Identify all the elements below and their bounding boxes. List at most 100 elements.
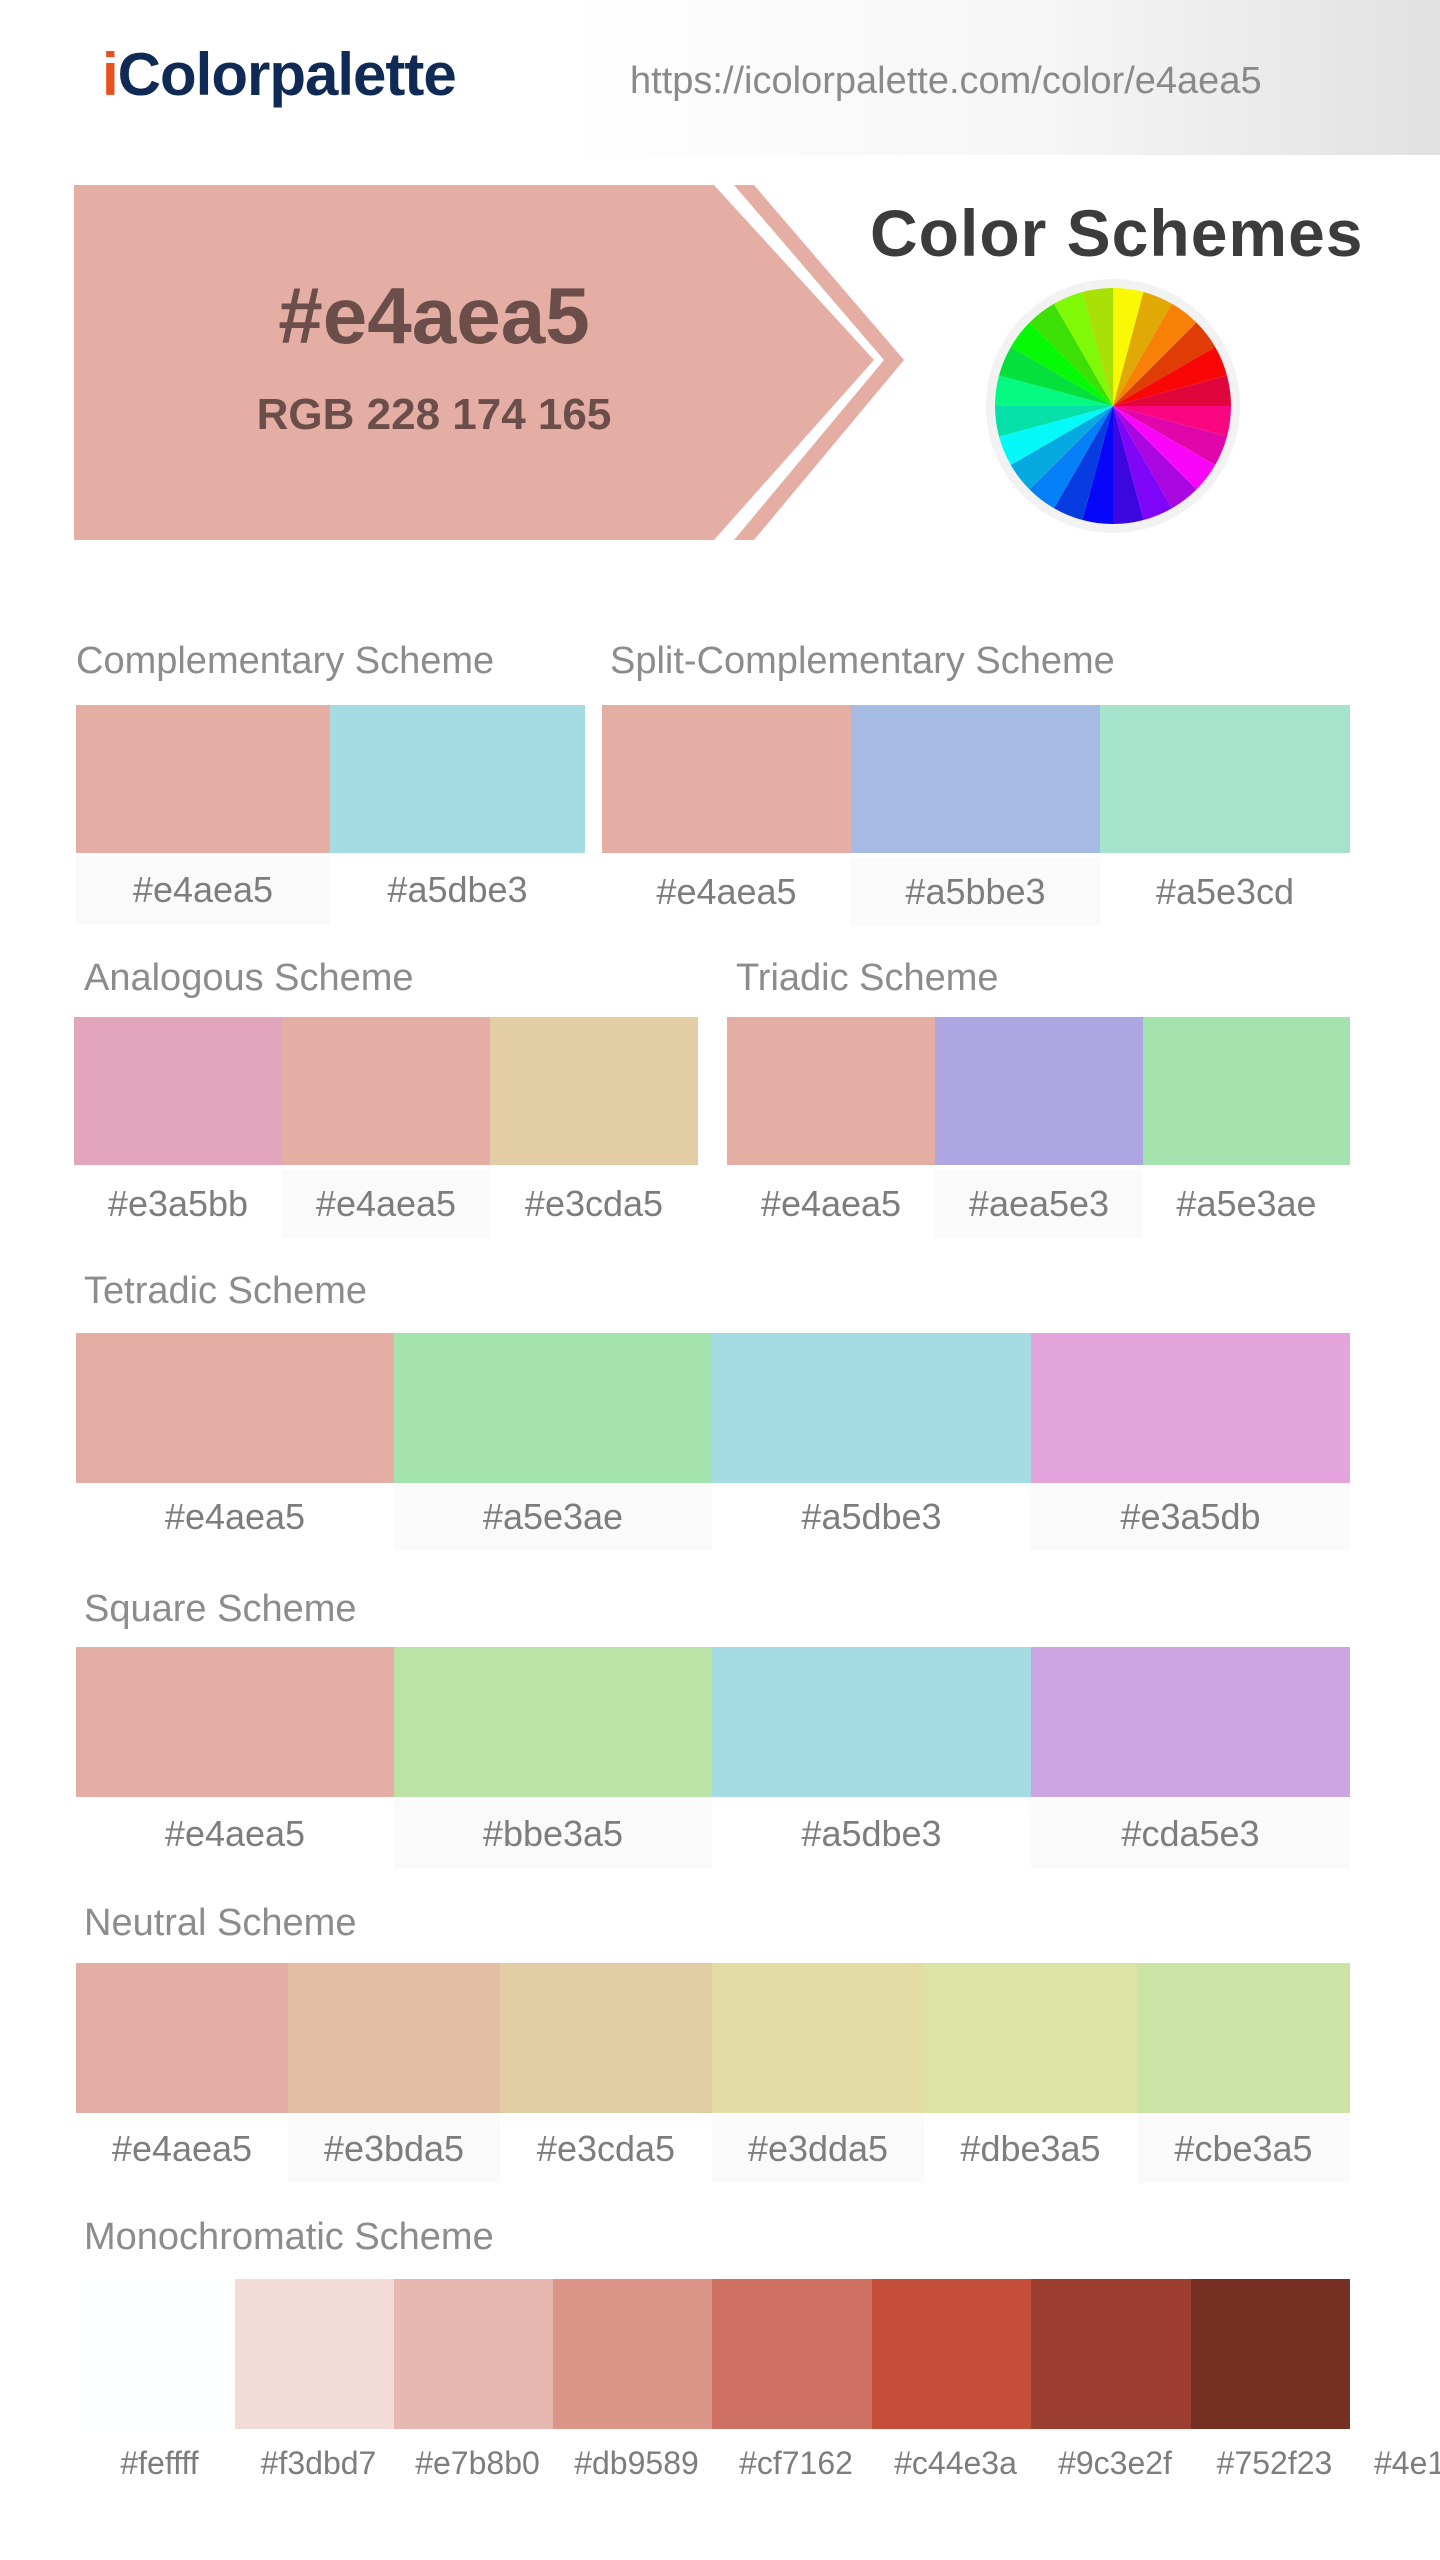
tetradic-code-4: #e3a5db xyxy=(1031,1483,1350,1551)
color-wheel-slice xyxy=(1113,303,1197,406)
neutral-code-1: #e4aea5 xyxy=(111,2128,253,2169)
mono-code-6: #c44e3a xyxy=(894,2445,1017,2481)
tetradic-swatch-1[interactable] xyxy=(76,1333,394,1483)
mono-swatch-2[interactable] xyxy=(235,2279,394,2429)
triadic-code-3: #a5e3ae xyxy=(1176,1183,1317,1224)
color-wheel-slice xyxy=(1113,406,1216,490)
color-wheel-slice xyxy=(1082,406,1113,524)
triadic-swatch-3[interactable] xyxy=(1143,1017,1350,1165)
analogous-title: Analogous Scheme xyxy=(84,957,414,999)
color-wheel-slice xyxy=(1113,406,1172,520)
color-wheel-slice xyxy=(1113,406,1231,437)
color-wheel-slice xyxy=(1113,288,1144,406)
analogous-code-1: #e3a5bb xyxy=(107,1183,249,1224)
analogous-code-3: #e3cda5 xyxy=(524,1183,664,1224)
mono-swatch-4[interactable] xyxy=(553,2279,712,2429)
mono-code-3: #e7b8b0 xyxy=(415,2445,540,2481)
mono-code-8: #752f23 xyxy=(1216,2445,1333,2481)
logo-text: Colorpalette xyxy=(117,41,457,108)
analogous-code-2: #e4aea5 xyxy=(282,1170,490,1238)
site-logo[interactable]: iColorpalette xyxy=(102,40,457,109)
split-complementary-code-2: #a5bbe3 xyxy=(851,858,1100,926)
color-wheel-slice xyxy=(995,375,1113,406)
split-complementary-title: Split-Complementary Scheme xyxy=(610,640,1115,682)
neutral-code-2: #e3bda5 xyxy=(288,2115,500,2183)
color-wheel-slice xyxy=(1082,288,1113,406)
tetradic-swatch-4[interactable] xyxy=(1031,1333,1350,1483)
neutral-title: Neutral Scheme xyxy=(84,1902,357,1944)
color-wheel-slice xyxy=(1054,406,1113,520)
color-wheel-slice xyxy=(999,347,1113,406)
neutral-swatch-3[interactable] xyxy=(500,1963,712,2113)
neutral-swatch-2[interactable] xyxy=(288,1963,500,2113)
complementary-swatch-1[interactable] xyxy=(76,705,330,853)
mono-code-4: #db9589 xyxy=(574,2445,699,2481)
mono-code-1: #feffff xyxy=(120,2445,199,2481)
neutral-swatch-5[interactable] xyxy=(924,1963,1137,2113)
split-complementary-swatch-1[interactable] xyxy=(602,705,851,853)
mono-code-7: #9c3e2f xyxy=(1058,2445,1172,2481)
tetradic-title: Tetradic Scheme xyxy=(84,1270,368,1312)
color-wheel-icon xyxy=(986,279,1240,533)
neutral-code-4: #e3dda5 xyxy=(712,2115,924,2183)
mono-code-9: #4e1 xyxy=(1374,2445,1440,2481)
mono-swatch-5[interactable] xyxy=(712,2279,872,2429)
mono-swatch-7[interactable] xyxy=(1031,2279,1191,2429)
color-wheel-slice xyxy=(1113,375,1231,406)
tetradic-code-2: #a5e3ae xyxy=(394,1483,712,1551)
tetradic-code-3: #a5dbe3 xyxy=(801,1496,942,1537)
complementary-code-1: #e4aea5 xyxy=(76,856,330,924)
hero-color-banner xyxy=(74,185,904,540)
neutral-swatch-4[interactable] xyxy=(712,1963,924,2113)
neutral-code-6: #cbe3a5 xyxy=(1137,2115,1350,2183)
triadic-title: Triadic Scheme xyxy=(736,957,999,999)
square-swatch-3[interactable] xyxy=(712,1647,1031,1797)
mono-swatch-1[interactable] xyxy=(76,2279,235,2429)
analogous-swatch-1[interactable] xyxy=(74,1017,282,1165)
color-wheel-slice xyxy=(1113,406,1197,509)
neutral-swatch-6[interactable] xyxy=(1137,1963,1350,2113)
color-wheel-slice xyxy=(999,406,1113,465)
neutral-code-3: #e3cda5 xyxy=(536,2128,676,2169)
analogous-swatch-3[interactable] xyxy=(490,1017,698,1165)
square-code-2: #bbe3a5 xyxy=(394,1800,712,1868)
header-background xyxy=(560,0,1440,155)
monochromatic-title: Monochromatic Scheme xyxy=(84,2216,494,2258)
square-swatch-4[interactable] xyxy=(1031,1647,1350,1797)
color-wheel-slice xyxy=(1010,406,1113,490)
color-wheel-slice xyxy=(1029,406,1113,509)
neutral-swatch-1[interactable] xyxy=(76,1963,288,2113)
triadic-swatch-1[interactable] xyxy=(727,1017,935,1165)
triadic-swatch-2[interactable] xyxy=(935,1017,1143,1165)
mono-code-2: #f3dbd7 xyxy=(260,2445,377,2481)
mono-swatch-3[interactable] xyxy=(394,2279,553,2429)
page-url[interactable]: https://icolorpalette.com/color/e4aea5 xyxy=(630,60,1262,102)
tetradic-swatch-2[interactable] xyxy=(394,1333,712,1483)
color-wheel-slice xyxy=(1113,347,1227,406)
square-swatch-2[interactable] xyxy=(394,1647,712,1797)
mono-swatch-6[interactable] xyxy=(872,2279,1031,2429)
triadic-code-2: #aea5e3 xyxy=(935,1170,1143,1238)
complementary-swatch-2[interactable] xyxy=(330,705,585,853)
mono-swatch-8[interactable] xyxy=(1191,2279,1350,2429)
color-wheel-slice xyxy=(1113,322,1216,406)
square-swatch-1[interactable] xyxy=(76,1647,394,1797)
square-code-1: #e4aea5 xyxy=(164,1813,306,1854)
color-wheel-slice xyxy=(1113,406,1227,465)
square-code-3: #a5dbe3 xyxy=(801,1813,942,1854)
square-code-4: #cda5e3 xyxy=(1031,1800,1350,1868)
split-complementary-code-3: #a5e3cd xyxy=(1155,871,1295,912)
analogous-swatch-2[interactable] xyxy=(282,1017,490,1165)
split-complementary-swatch-2[interactable] xyxy=(851,705,1100,853)
logo-i: i xyxy=(102,41,119,108)
color-wheel-slice xyxy=(1113,406,1144,524)
hero-rgb-value: RGB 228 174 165 xyxy=(256,390,612,439)
split-complementary-swatch-3[interactable] xyxy=(1100,705,1350,853)
complementary-title: Complementary Scheme xyxy=(76,640,495,682)
color-wheel-slice xyxy=(1029,303,1113,406)
color-wheel-slice xyxy=(1054,292,1113,406)
tetradic-swatch-3[interactable] xyxy=(712,1333,1031,1483)
color-wheel-slice xyxy=(995,406,1113,437)
color-wheel-slice xyxy=(1010,322,1113,406)
color-wheel-slice xyxy=(1113,292,1172,406)
